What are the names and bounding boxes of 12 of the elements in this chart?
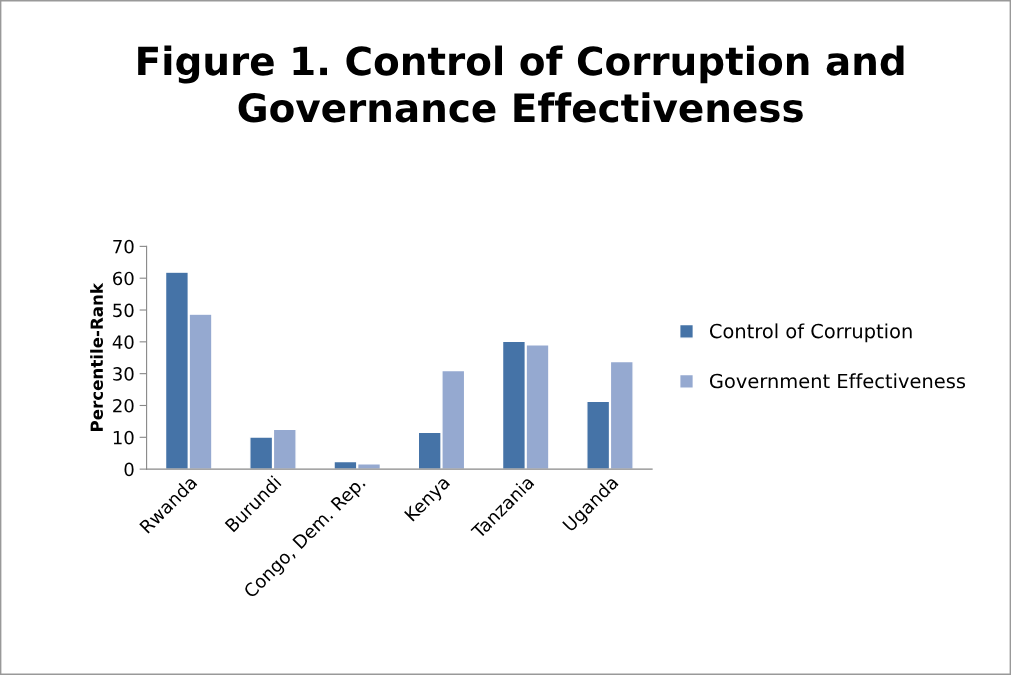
y-tick-label: 0	[124, 462, 134, 477]
y-tick-label: 50	[113, 303, 134, 318]
y-tick-label: 20	[113, 398, 134, 413]
y-tick-label: 10	[113, 430, 134, 445]
chart-title: Figure 1. Control of Corruption and Governance Effectiveness	[138, 45, 904, 123]
legend-label: Government Effectiveness	[709, 373, 966, 389]
y-tick-label: 40	[112, 335, 134, 349]
y-tick-label: 60	[113, 271, 134, 286]
legend-label: Control of Corruption	[709, 323, 912, 343]
y-tick-label: 70	[113, 239, 134, 254]
y-axis-title: Percentile-Rank	[90, 282, 104, 431]
y-tick-label: 30	[113, 367, 134, 381]
